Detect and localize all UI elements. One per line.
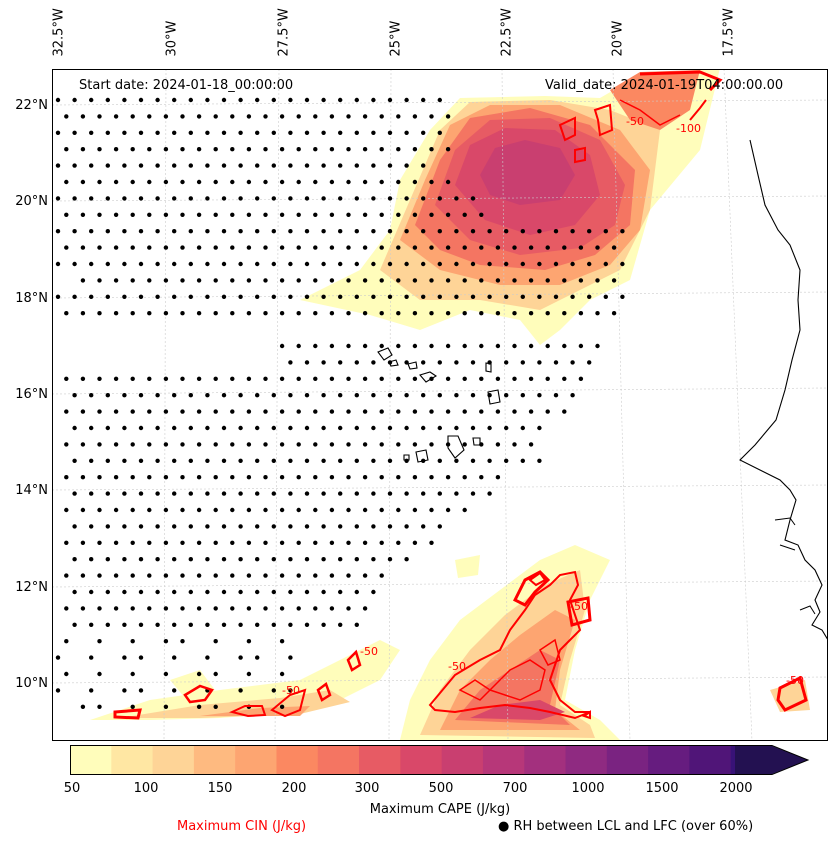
- lat-label-18n: 18°N: [15, 291, 48, 306]
- cin-legend: Maximum CIN (J/kg): [177, 819, 307, 834]
- colorbar-segments: [70, 746, 773, 774]
- cin-label: -50: [786, 674, 804, 687]
- cin-contour-labels: -50 -100 -50 -50 -50 -50 -50: [282, 115, 804, 697]
- lon-label-20w: 20°W: [610, 20, 626, 57]
- lon-label-17-5w: 17.5°W: [721, 8, 737, 57]
- colorbar-segment: [565, 746, 608, 774]
- valid-date: Valid_date: 2024-01-19T04:00:00.00: [545, 78, 784, 93]
- cin-contours: [113, 70, 808, 720]
- lat-label-12n: 12°N: [15, 580, 48, 595]
- cin-label: -100: [676, 122, 701, 135]
- lat-label-20n: 20°N: [15, 194, 48, 209]
- lat-label-14n: 14°N: [15, 483, 48, 498]
- colorbar-tick: 150: [207, 781, 233, 796]
- colorbar-segment: [235, 746, 278, 774]
- colorbar-segment: [441, 746, 484, 774]
- colorbar-tick: 100: [133, 781, 159, 796]
- cape-colorbar: [70, 745, 810, 775]
- colorbar-segment: [689, 746, 732, 774]
- islands: [377, 347, 501, 463]
- colorbar-segment: [193, 746, 236, 774]
- colorbar-segment: [70, 746, 112, 774]
- lat-label-22n: 22°N: [15, 98, 48, 113]
- weather-map: -50 -100 -50 -50 -50 -50 -50: [52, 69, 828, 741]
- rh-legend: ● RH between LCL and LFC (over 60%): [498, 819, 753, 834]
- colorbar-tick: 1500: [645, 781, 679, 796]
- colorbar-tick: 50: [63, 781, 81, 796]
- colorbar-segment: [359, 746, 401, 774]
- lon-label-32-5w: 32.5°W: [51, 8, 67, 57]
- colorbar-tick: 200: [281, 781, 307, 796]
- colorbar-segment: [276, 746, 319, 774]
- colorbar-segment: [482, 746, 525, 774]
- lon-label-22-5w: 22.5°W: [499, 8, 515, 57]
- colorbar-label: Maximum CAPE (J/kg): [369, 802, 511, 817]
- lat-label-10n: 10°N: [15, 676, 48, 691]
- start-date: Start date: 2024-01-18_00:00:00: [79, 78, 294, 93]
- cin-label: -50: [282, 684, 300, 697]
- lon-label-27-5w: 27.5°W: [276, 8, 292, 57]
- colorbar-segment: [606, 746, 649, 774]
- cin-label: -50: [360, 645, 378, 658]
- lon-label-25w: 25°W: [388, 20, 404, 57]
- colorbar-tick: 500: [428, 781, 454, 796]
- colorbar-tick: 300: [354, 781, 380, 796]
- colorbar-tick: 2000: [719, 781, 753, 796]
- colorbar-tick: 700: [502, 781, 528, 796]
- cin-label: -50: [448, 660, 466, 673]
- lon-label-30w: 30°W: [164, 20, 180, 57]
- rh-legend-text: RH between LCL and LFC (over 60%): [513, 819, 754, 834]
- colorbar-extend-arrow: [735, 746, 808, 774]
- africa-coastline-inlet: [774, 517, 816, 615]
- colorbar-segment: [317, 746, 360, 774]
- colorbar-segment: [524, 746, 567, 774]
- cin-label: -50: [626, 115, 644, 128]
- colorbar-tick: 1000: [571, 781, 605, 796]
- rh-dots: [55, 97, 625, 709]
- rh-legend-marker: ●: [498, 819, 510, 834]
- colorbar-segment: [400, 746, 443, 774]
- colorbar-segment: [111, 746, 154, 774]
- colorbar-segment: [152, 746, 195, 774]
- cin-label: -50: [570, 600, 588, 613]
- lat-label-16n: 16°N: [15, 387, 48, 402]
- colorbar-segment: [648, 746, 691, 774]
- africa-coastline: [739, 139, 828, 641]
